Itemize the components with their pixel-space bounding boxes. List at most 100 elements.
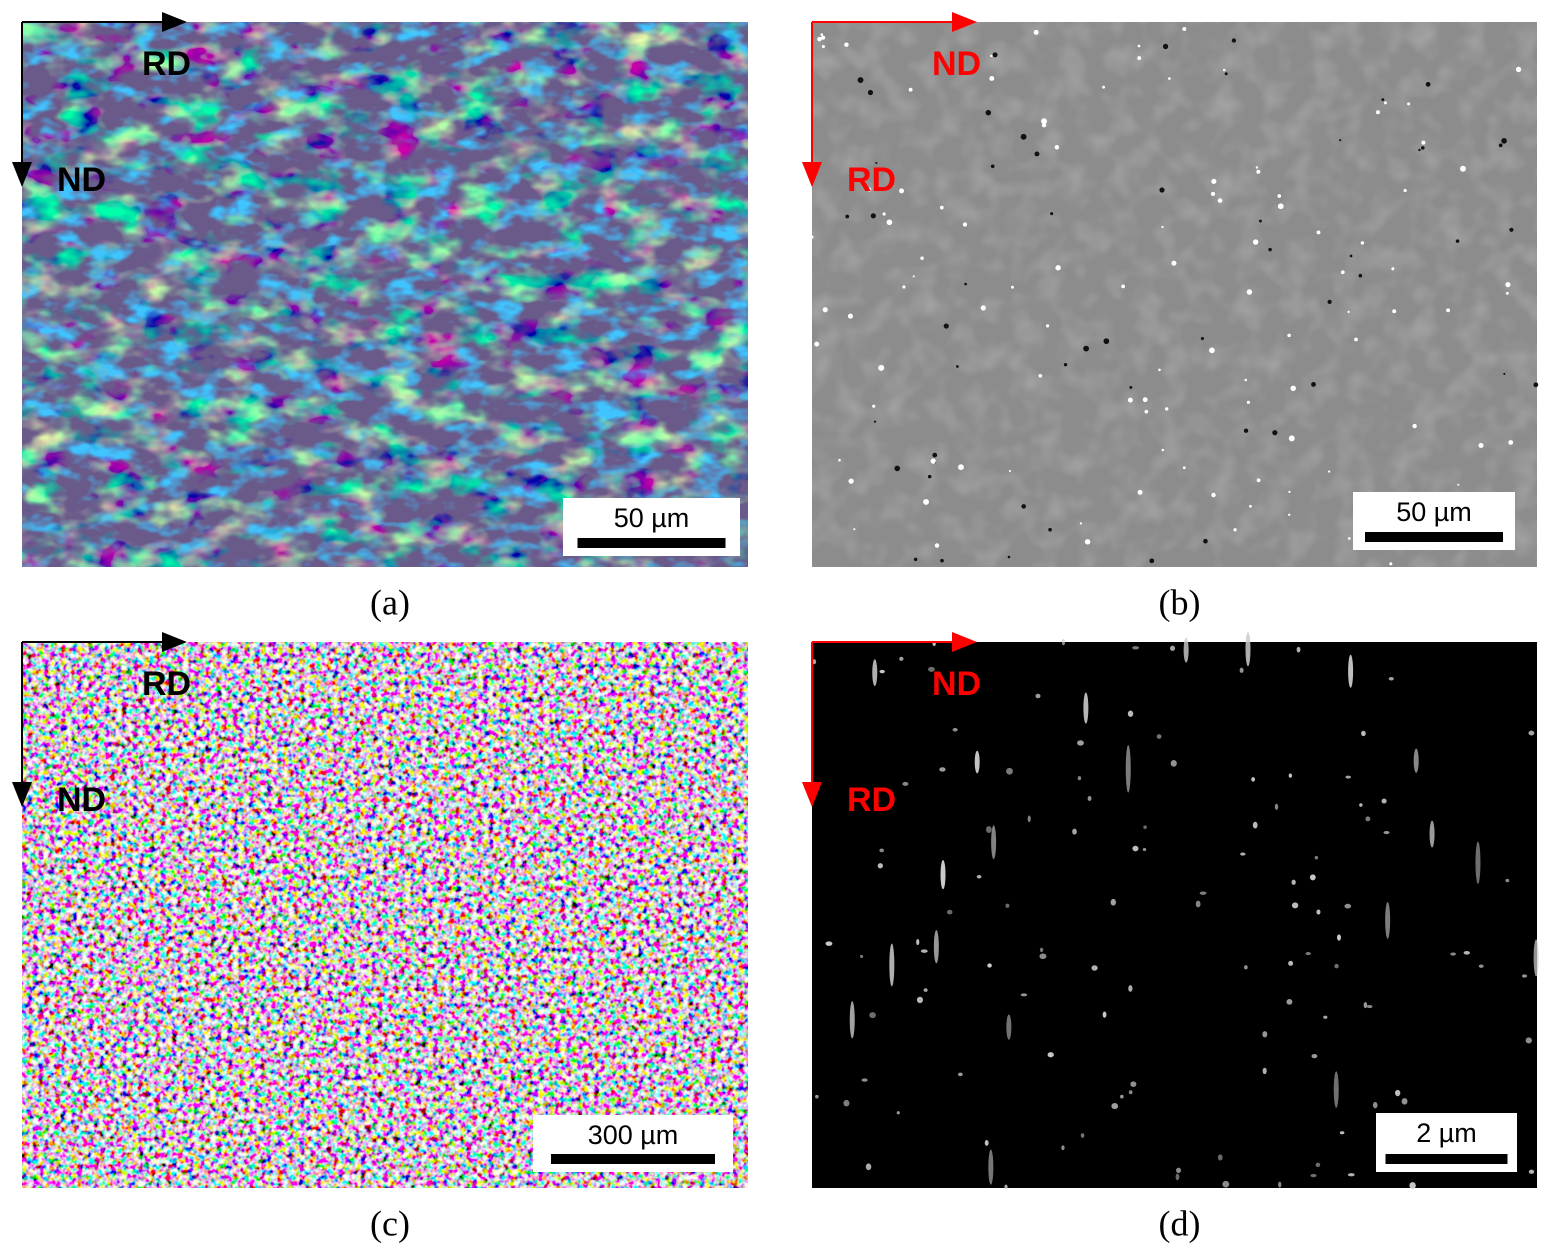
particle (878, 364, 885, 371)
particle (1127, 710, 1134, 717)
particle (1420, 146, 1425, 150)
particle (896, 1111, 900, 1115)
scale-bar (551, 1154, 715, 1164)
particle (902, 285, 906, 289)
micrograph (812, 632, 1539, 1190)
particle (902, 781, 909, 786)
particle (1528, 730, 1535, 736)
particle (899, 188, 905, 194)
particle (1259, 219, 1262, 223)
micrograph (810, 22, 1539, 567)
particle (1077, 740, 1084, 746)
particle (1007, 555, 1011, 559)
particle (1508, 440, 1514, 445)
particle (1381, 798, 1387, 804)
scale-bar (1385, 1154, 1508, 1164)
particle (1233, 528, 1237, 532)
particle (1450, 952, 1456, 956)
particle (1020, 133, 1027, 140)
particle (1252, 821, 1258, 829)
particle (1401, 1098, 1408, 1105)
particle (1291, 879, 1296, 885)
particle (1091, 965, 1098, 971)
particle (1288, 773, 1293, 778)
particle (1224, 72, 1228, 76)
particle (1383, 830, 1390, 835)
axis-label: RD (847, 161, 896, 199)
particle (1169, 645, 1176, 651)
particle (1102, 1011, 1107, 1018)
particle (1345, 775, 1351, 779)
particle (1375, 110, 1380, 115)
particle (1327, 299, 1332, 304)
particle (1277, 203, 1284, 210)
particle (863, 796, 867, 801)
particle (1359, 803, 1363, 807)
particle (1243, 428, 1249, 433)
micrograph (22, 22, 748, 567)
particle (962, 222, 968, 227)
texture (22, 22, 748, 567)
particle (1311, 1054, 1318, 1059)
arrowhead (802, 782, 822, 807)
particle (1083, 692, 1089, 724)
particle (1358, 273, 1363, 278)
particle (964, 282, 967, 286)
particle (877, 863, 883, 869)
particle (1363, 1002, 1368, 1009)
particle (1231, 38, 1237, 43)
particle (1348, 654, 1354, 688)
particle (1372, 1101, 1378, 1109)
particle (1460, 165, 1466, 172)
axis-label: RD (142, 45, 191, 83)
particle (1288, 960, 1294, 966)
particle (821, 44, 825, 49)
particle (1255, 166, 1259, 169)
particle (1209, 347, 1215, 354)
particle (1087, 796, 1092, 801)
particle (1246, 289, 1253, 295)
particle (916, 938, 920, 946)
particle (1175, 1173, 1180, 1181)
particle (1296, 646, 1301, 653)
particle (1278, 1181, 1282, 1188)
particle (1244, 378, 1248, 382)
particle (913, 557, 918, 562)
particle (875, 162, 878, 165)
panel-caption: (d) (1159, 1203, 1201, 1243)
particle (1120, 1094, 1124, 1099)
particle (985, 826, 992, 834)
particle (1048, 527, 1052, 532)
particle (847, 313, 854, 319)
particle (810, 235, 814, 239)
arrowhead (12, 162, 32, 187)
particle (1039, 947, 1044, 953)
particle (1310, 1173, 1317, 1178)
particle (1256, 169, 1261, 174)
particle (1149, 558, 1155, 564)
particle (1533, 382, 1539, 388)
background (812, 642, 1537, 1188)
particle (1509, 227, 1514, 232)
particle (1137, 489, 1143, 495)
particle (1515, 66, 1522, 73)
axis-label: ND (57, 161, 106, 199)
particle (1033, 29, 1039, 35)
particle (869, 1012, 876, 1019)
particle (1006, 1014, 1012, 1040)
particle (1288, 490, 1291, 493)
particle (1130, 1081, 1137, 1087)
particle (1478, 964, 1484, 968)
particle (1249, 504, 1252, 508)
panel-caption: (a) (370, 582, 410, 622)
particle (1316, 230, 1321, 235)
particle (1245, 632, 1251, 667)
particle (1361, 730, 1366, 737)
particle (1498, 143, 1503, 148)
particle (1127, 397, 1133, 403)
particle (1128, 1090, 1133, 1095)
particle (867, 187, 872, 192)
particle (1008, 469, 1011, 472)
